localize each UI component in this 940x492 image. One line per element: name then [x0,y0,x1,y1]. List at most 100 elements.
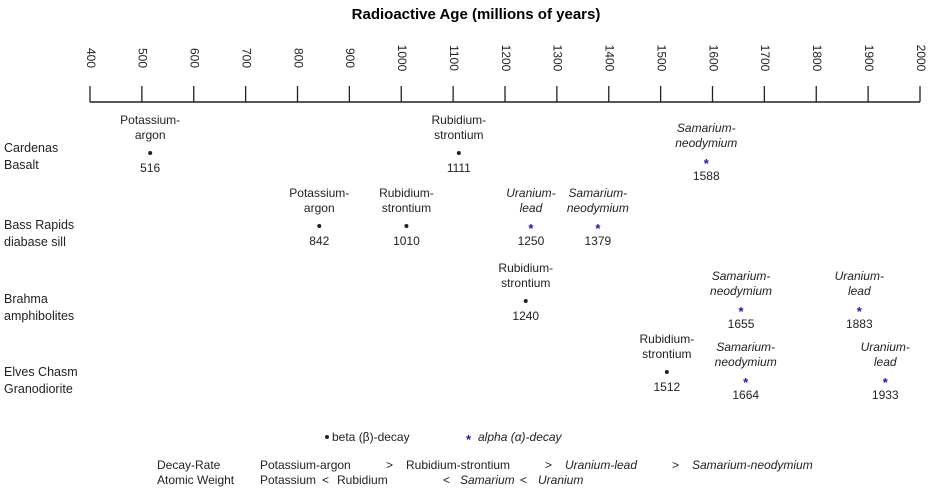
axis-tick-label: 700 [239,48,253,68]
age-label: 1655 [728,317,755,331]
method-label: lead [848,284,871,298]
decay-rate-part: Potassium-argon [260,458,351,472]
alpha-marker: * [743,375,749,390]
row-label: amphibolites [4,309,74,323]
axis-tick-label: 900 [343,48,357,68]
method-label: Samarium- [712,269,771,283]
atomic-weight-part: < [520,473,527,487]
age-label: 1588 [693,169,720,183]
legend-beta-label: beta (β)-decay [332,430,410,444]
decay-rate-part: > [386,458,393,472]
age-label: 1250 [518,234,545,248]
row-label: Brahma [4,292,48,306]
method-label: Potassium- [289,186,349,200]
legend-beta-marker [325,435,329,439]
beta-marker [664,370,669,374]
chart-title: Radioactive Age (millions of years) [352,6,601,23]
beta-marker [404,224,409,228]
axis-tick-label: 800 [291,48,305,68]
age-label: 1664 [732,388,759,402]
method-label: Samarium- [569,186,628,200]
method-label: neodymium [675,136,737,150]
decay-rate-part: > [545,458,552,472]
alpha-marker: * [528,221,534,236]
age-axis: 400 500 600 700 800 900 1000 1100 1200 1300 1400 15… [84,45,928,103]
beta-marker [523,299,528,303]
axis-tick-label: 1200 [499,45,513,72]
alpha-marker: * [739,304,745,319]
data-point: Samarium-neodymium *1664 [715,340,777,402]
method-label: argon [135,128,166,142]
decay-rate-part: Rubidium-strontium [406,458,510,472]
row-label: Elves Chasm [4,365,78,379]
axis-tick-label: 400 [84,48,98,68]
method-label: lead [520,201,543,215]
beta-marker [148,151,153,155]
axis-tick-label: 600 [188,48,202,68]
axis-tick-label: 1900 [862,45,876,72]
method-label: Samarium- [677,121,736,135]
method-label: Rubidium- [379,186,434,200]
alpha-marker: * [704,156,710,171]
atomic-weight-part: Uranium [538,473,583,487]
legend-alpha-label: alpha (α)-decay [478,430,563,444]
method-label: Uranium- [506,186,555,200]
atomic-weight-part: < [443,473,450,487]
data-point: Uranium-lead *1250 [506,186,555,248]
atomic-weight-label: Atomic Weight [157,473,235,487]
beta-marker [456,151,461,155]
age-label: 1883 [846,317,873,331]
sample-row: Bass Rapids diabase sill Potassium-argon 84… [4,186,629,249]
axis-tick-label: 1400 [603,45,617,72]
atomic-weight-part: Potassium [260,473,316,487]
method-label: strontium [642,347,691,361]
sample-row: Cardenas Basalt Potassium-argon 516 Rubidium… [4,113,737,183]
method-label: neodymium [715,355,777,369]
alpha-marker: * [857,304,863,319]
sample-row: Elves Chasm Granodiorite Rubidium-strontiu… [4,332,910,402]
age-label: 1379 [585,234,612,248]
data-point: Uranium-lead *1933 [861,340,910,402]
alpha-marker: * [883,375,889,390]
method-label: strontium [501,276,550,290]
row-label: Bass Rapids [4,218,74,232]
data-point: Rubidium-strontium 1111 [431,113,486,175]
axis-tick-label: 1000 [395,45,409,72]
atomic-weight-part: Samarium [460,473,515,487]
decay-rate-part: > [672,458,679,472]
row-label: diabase sill [4,235,66,249]
method-label: Samarium- [716,340,775,354]
decay-rate-part: Uranium-lead [565,458,637,472]
axis-tick-label: 1600 [706,45,720,72]
axis-tick-label: 1800 [810,45,824,72]
age-label: 1240 [512,309,539,323]
method-label: argon [304,201,335,215]
data-point: Uranium-lead *1883 [835,269,884,331]
data-point: Rubidium-strontium 1010 [379,186,434,248]
data-point: Rubidium-strontium 1240 [498,261,553,323]
legend: beta (β)-decay * alpha (α)-decay [325,430,563,447]
method-label: Rubidium- [640,332,695,346]
data-point: Samarium-neodymium *1588 [675,121,737,183]
method-label: Potassium- [120,113,180,127]
decay-rate-part: Samarium-neodymium [692,458,813,472]
data-point: Rubidium-strontium 1512 [640,332,695,394]
age-label: 516 [140,161,160,175]
method-label: Rubidium- [431,113,486,127]
axis-tick-label: 1300 [551,45,565,72]
legend-alpha-marker: * [466,432,472,447]
data-point: Samarium-neodymium *1379 [567,186,629,248]
axis-tick-label: 1100 [447,45,461,71]
axis-tick-label: 500 [136,48,150,68]
alpha-marker: * [595,221,601,236]
age-label: 842 [309,234,329,248]
age-label: 1111 [447,161,471,175]
row-label: Cardenas [4,141,58,155]
atomic-weight-part: < [322,473,329,487]
axis-tick-label: 2000 [914,45,928,72]
method-label: strontium [382,201,431,215]
age-label: 1933 [872,388,899,402]
sample-rows: Cardenas Basalt Potassium-argon 516 Rubidium… [4,113,910,402]
